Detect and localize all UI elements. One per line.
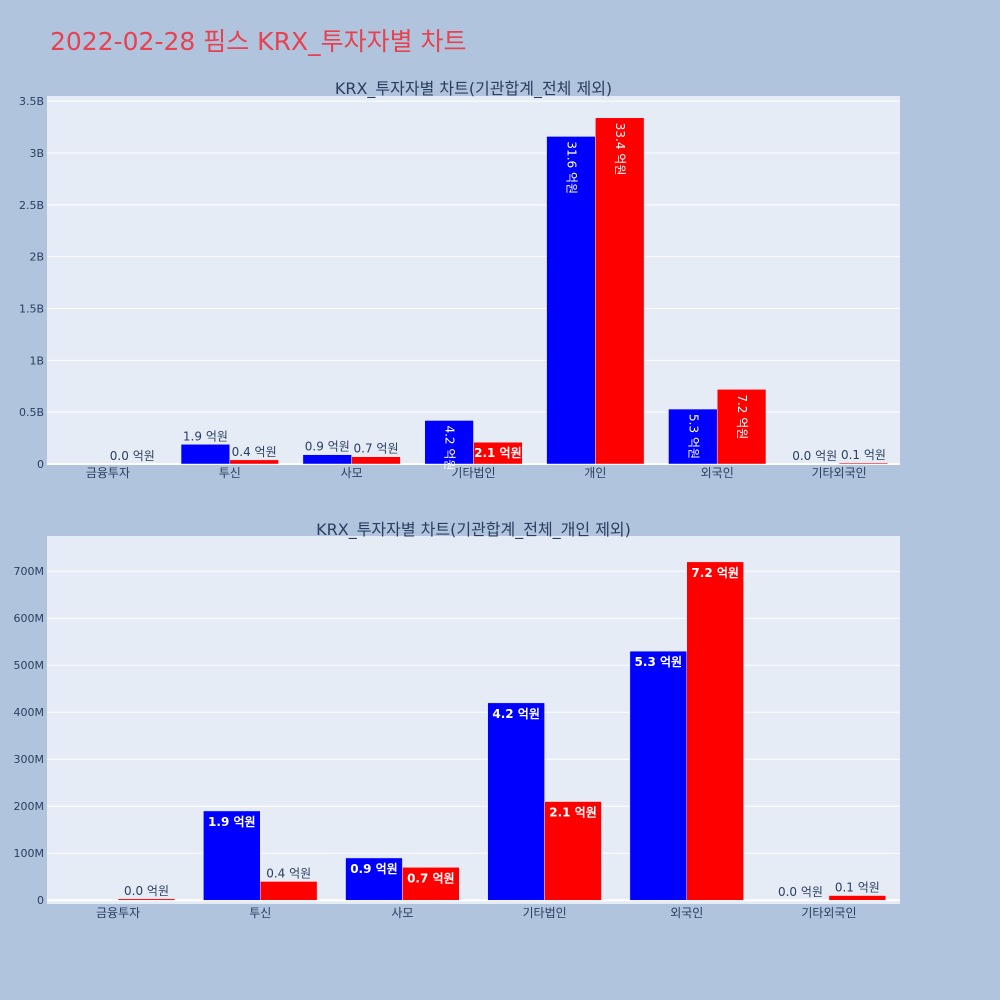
y-tick-label: 300M xyxy=(14,753,45,766)
y-tick-label: 600M xyxy=(14,612,45,625)
y-tick-label: 1.5B xyxy=(19,303,44,316)
bar xyxy=(473,441,523,465)
y-tick-label: 1B xyxy=(29,354,44,367)
x-tick-label: 금융투자 xyxy=(86,466,130,480)
data-label: 7.2 억원 xyxy=(735,394,749,439)
data-label: 0.9 억원 xyxy=(350,862,398,876)
data-label: 31.6 억원 xyxy=(564,141,578,194)
y-tick-label: 3.5B xyxy=(19,95,44,108)
data-label: 0.7 억원 xyxy=(354,442,399,456)
x-tick-label: 외국인 xyxy=(701,466,734,480)
data-label: 0.4 억원 xyxy=(232,445,277,459)
bar xyxy=(424,420,474,465)
bar xyxy=(203,810,261,901)
x-tick-label: 기타법인 xyxy=(522,906,566,920)
data-label: 4.2 억원 xyxy=(492,707,540,721)
page-title: 2022-02-28 핌스 KRX_투자자별 차트 xyxy=(50,27,467,56)
y-tick-label: 200M xyxy=(14,800,45,813)
x-tick-label: 투신 xyxy=(219,466,241,480)
bar xyxy=(402,867,460,901)
plot-area xyxy=(47,96,900,464)
bar xyxy=(229,459,279,465)
bar xyxy=(828,895,887,901)
y-tick-label: 100M xyxy=(14,847,45,860)
y-tick-label: 3B xyxy=(29,147,44,160)
x-tick-label: 기타법인 xyxy=(451,466,495,480)
x-tick-label: 사모 xyxy=(341,466,363,480)
x-tick-label: 기타외국인 xyxy=(811,466,866,480)
data-label: 5.3 억원 xyxy=(686,414,700,459)
y-tick-label: 2.5B xyxy=(19,199,44,212)
data-label: 5.3 억원 xyxy=(635,655,683,669)
x-tick-label: 사모 xyxy=(391,906,413,920)
chart-title: KRX_투자자별 차트(기관합계_전체 제외) xyxy=(335,79,612,99)
data-label: 1.9 억원 xyxy=(208,815,256,829)
data-label: 0.9 억원 xyxy=(305,440,350,454)
chart-title: KRX_투자자별 차트(기관합계_전체_개인 제외) xyxy=(316,520,631,540)
y-tick-label: 0.5B xyxy=(19,406,44,419)
x-tick-label: 투신 xyxy=(249,906,271,920)
bar xyxy=(716,389,767,465)
bar xyxy=(629,650,688,901)
data-label: 2.1 억원 xyxy=(549,806,597,820)
x-tick-label: 외국인 xyxy=(670,906,703,920)
data-label: 33.4 억원 xyxy=(613,123,627,176)
bar xyxy=(345,857,403,901)
data-label: 0.0 억원 xyxy=(792,449,837,463)
y-tick-label: 0 xyxy=(37,458,44,471)
data-label: 0.0 억원 xyxy=(778,885,823,899)
data-label: 7.2 억원 xyxy=(691,566,739,580)
y-tick-label: 0 xyxy=(37,894,44,907)
bar xyxy=(487,702,545,901)
data-label: 0.0 억원 xyxy=(110,449,155,463)
bar xyxy=(686,561,744,901)
chart-bottom: KRX_투자자별 차트(기관합계_전체_개인 제외) 0 100M 200M 300M 4… xyxy=(14,520,900,920)
data-label: 1.9 억원 xyxy=(183,429,228,443)
data-label: 0.7 억원 xyxy=(407,871,455,885)
chart-top: KRX_투자자별 차트(기관합계_전체 제외) 0 0.5B 1B 1.5B 2B 2.5B… xyxy=(19,79,900,480)
data-label: 0.0 억원 xyxy=(124,884,169,898)
x-tick-label: 기타외국인 xyxy=(801,906,856,920)
data-label: 4.2 억원 xyxy=(443,425,457,470)
data-label: 0.4 억원 xyxy=(266,866,311,880)
bar xyxy=(838,462,889,465)
y-tick-label: 400M xyxy=(14,706,45,719)
y-tick-label: 700M xyxy=(14,565,45,578)
data-label: 0.1 억원 xyxy=(841,448,886,462)
data-label: 2.1 억원 xyxy=(474,446,522,460)
bar xyxy=(595,117,645,465)
x-tick-label: 개인 xyxy=(584,466,606,480)
bar xyxy=(117,898,176,901)
x-tick-label: 금융투자 xyxy=(96,906,140,920)
bar xyxy=(260,881,318,901)
y-tick-label: 2B xyxy=(29,251,44,264)
bar xyxy=(302,454,352,465)
y-tick-label: 500M xyxy=(14,659,45,672)
data-label: 0.1 억원 xyxy=(835,881,880,895)
plot-area xyxy=(47,536,900,904)
bar xyxy=(351,456,401,465)
bar xyxy=(180,444,231,465)
bar xyxy=(544,801,602,901)
